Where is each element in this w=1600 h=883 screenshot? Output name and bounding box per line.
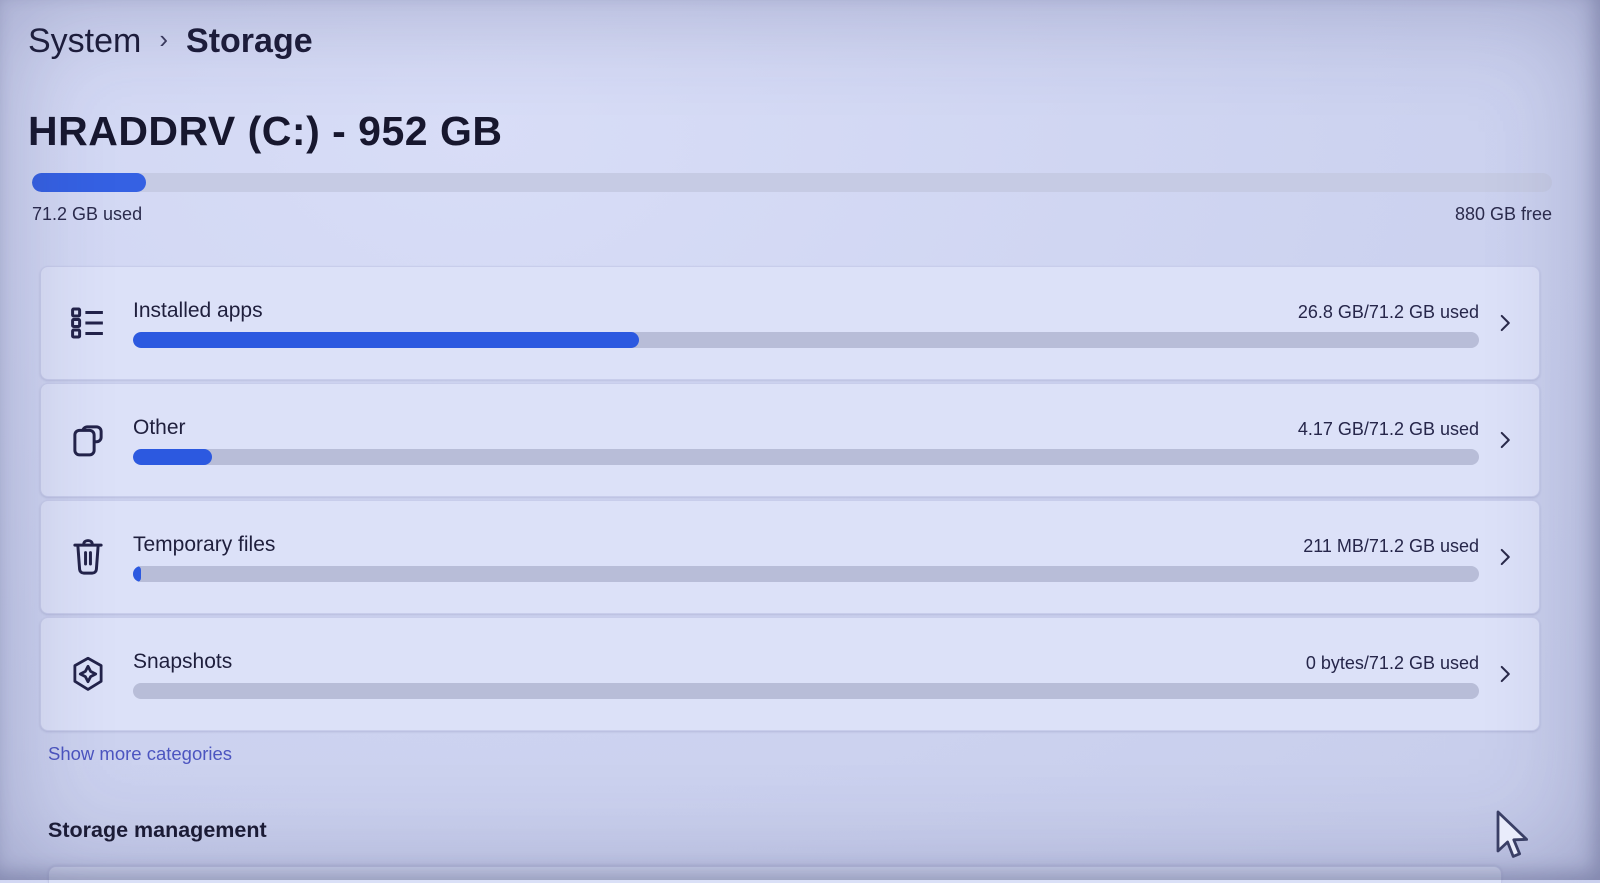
category-progress-fill: [133, 331, 640, 348]
breadcrumb: System › Storage: [28, 22, 313, 61]
chevron-right-icon: [1479, 310, 1531, 336]
storage-management-heading: Storage management: [48, 818, 267, 842]
category-usage: 26.8 GB/71.2 GB used: [1297, 301, 1479, 322]
category-progress-bar: [133, 682, 1479, 699]
category-label: Snapshots: [133, 649, 233, 673]
mouse-cursor-icon: [1486, 808, 1534, 864]
show-more-categories-link[interactable]: Show more categories: [48, 743, 233, 764]
breadcrumb-item-system[interactable]: System: [28, 22, 142, 60]
drive-title: HRADDRV (C:) - 952 GB: [28, 108, 503, 154]
category-card-snapshots[interactable]: Snapshots 0 bytes/71.2 GB used: [40, 617, 1540, 731]
category-progress-bar: [133, 331, 1479, 348]
storage-management-card-partial[interactable]: [48, 866, 1502, 883]
category-progress-fill: [133, 448, 213, 465]
category-usage: 0 bytes/71.2 GB used: [1305, 652, 1479, 673]
category-list: Installed apps 26.8 GB/71.2 GB used: [40, 266, 1540, 731]
snapshots-icon: [65, 651, 111, 697]
category-label: Temporary files: [133, 532, 276, 556]
chevron-right-icon: [1479, 427, 1531, 453]
other-files-icon: [65, 417, 111, 463]
drive-usage-fill: [32, 173, 146, 192]
drive-usage-labels: 71.2 GB used 880 GB free: [32, 204, 1552, 225]
category-progress-bar: [133, 448, 1479, 465]
breadcrumb-chevron-icon: ›: [159, 24, 169, 54]
category-progress-bar: [133, 565, 1479, 582]
category-card-other[interactable]: Other 4.17 GB/71.2 GB used: [40, 383, 1540, 497]
category-usage: 211 MB/71.2 GB used: [1303, 535, 1479, 556]
drive-usage-bar: [32, 173, 1552, 192]
category-card-temporary-files[interactable]: Temporary files 211 MB/71.2 GB used: [40, 500, 1540, 614]
installed-apps-icon: [65, 300, 111, 346]
category-label: Installed apps: [133, 298, 263, 322]
chevron-right-icon: [1479, 544, 1531, 570]
category-usage: 4.17 GB/71.2 GB used: [1297, 418, 1479, 439]
category-progress-fill: [133, 565, 142, 582]
category-label: Other: [133, 415, 186, 439]
breadcrumb-item-storage: Storage: [186, 22, 313, 60]
drive-used-label: 71.2 GB used: [32, 204, 143, 224]
category-card-installed-apps[interactable]: Installed apps 26.8 GB/71.2 GB used: [40, 266, 1540, 380]
chevron-right-icon: [1479, 661, 1531, 687]
drive-free-label: 880 GB free: [1454, 204, 1552, 224]
trash-icon: [65, 534, 111, 580]
